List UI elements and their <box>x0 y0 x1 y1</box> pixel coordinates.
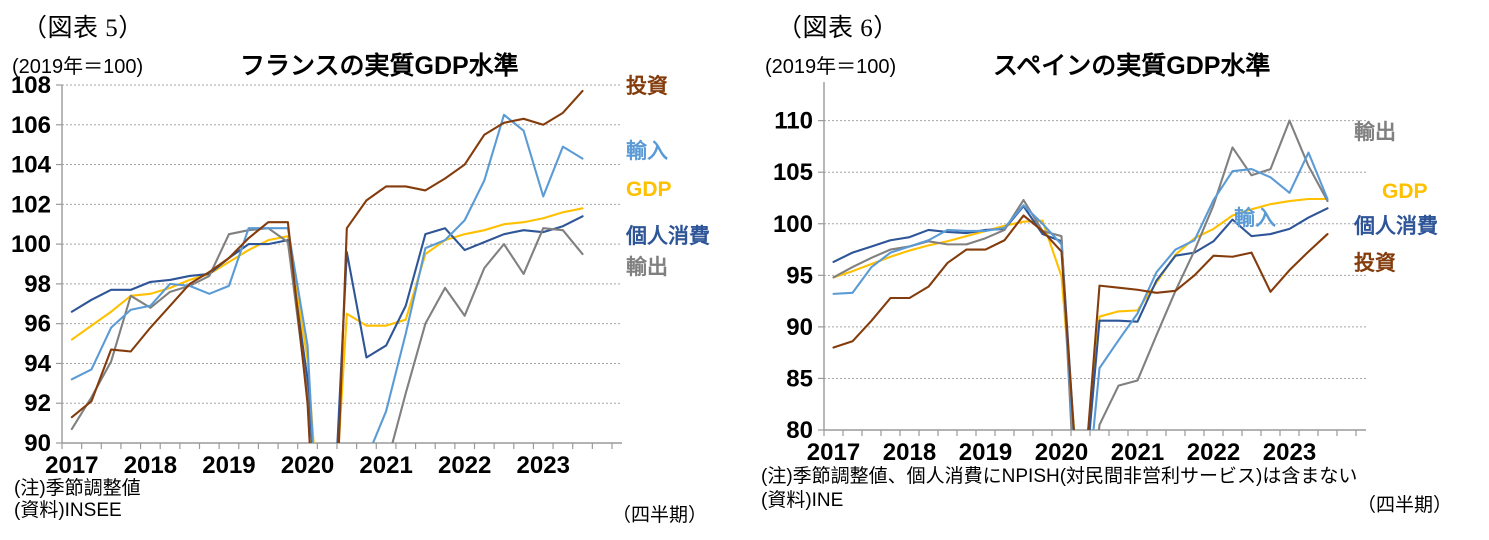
series-lines <box>70 89 584 443</box>
svg-text:2018: 2018 <box>124 452 177 479</box>
svg-text:95: 95 <box>786 262 813 289</box>
y-tick-labels: 90 92 94 96 98 100 102 104 106 108 <box>11 72 52 457</box>
svg-text:98: 98 <box>24 271 51 298</box>
svg-text:100: 100 <box>11 231 51 258</box>
svg-text:100: 100 <box>773 211 813 238</box>
footnote-left-line1: (注)季節調整値 <box>14 478 141 499</box>
figure-number-right: （図表 6） <box>777 15 899 42</box>
axes <box>818 82 1366 436</box>
svg-text:2023: 2023 <box>1263 439 1316 466</box>
y-axis-unit-note-left: (2019年＝100) <box>12 56 144 78</box>
chart-svg-france: 90 92 94 96 98 100 102 104 106 108 2017 2018 2019 202… <box>11 72 710 479</box>
series-label-exports: 輸出 <box>1354 120 1396 144</box>
svg-text:2022: 2022 <box>438 452 491 479</box>
svg-text:2020: 2020 <box>281 452 334 479</box>
series-label-investment: 投資 <box>626 74 668 98</box>
svg-text:105: 105 <box>773 159 813 186</box>
series-label-imports: 輸入 <box>626 139 668 163</box>
chart-panel-france: （図表 5） (2019年＝100) フランスの実質GDP水準 90 92 94 96… <box>0 0 744 540</box>
x-tick-labels: 2017 2018 2019 2020 2021 2022 2023 <box>807 439 1316 466</box>
series-label-gdp: GDP <box>626 178 672 201</box>
svg-text:92: 92 <box>24 390 51 417</box>
series-line-gdp <box>832 197 1329 430</box>
series-label-exports: 輸出 <box>626 255 668 279</box>
svg-text:104: 104 <box>11 152 52 179</box>
svg-text:96: 96 <box>24 311 51 338</box>
axes <box>56 84 622 449</box>
footnote-right-line1: (注)季節調整値、個人消費にNPISH(対民間非営利サービス)は含まない <box>761 466 1358 487</box>
series-label-imports: 輸入 <box>1234 206 1276 230</box>
svg-text:2021: 2021 <box>1111 439 1164 466</box>
series-line-imports <box>832 151 1329 430</box>
series-line-exports <box>70 227 584 443</box>
svg-text:2019: 2019 <box>959 439 1012 466</box>
svg-text:85: 85 <box>786 365 813 392</box>
svg-text:80: 80 <box>786 417 813 444</box>
y-tick-labels: 80 85 90 95 100 105 110 <box>773 108 813 444</box>
chart-svg-spain: 80 85 90 95 100 105 110 2017 2018 2019 2020 2021 202… <box>773 82 1438 466</box>
footnote-right-line2: (資料)INE <box>761 490 844 511</box>
svg-text:110: 110 <box>774 108 813 135</box>
series-line-investment <box>70 89 584 443</box>
svg-text:2020: 2020 <box>1035 439 1088 466</box>
svg-text:106: 106 <box>11 112 51 139</box>
series-label-gdp: GDP <box>1382 180 1428 203</box>
series-line-consumption <box>70 215 584 443</box>
footnote-left-line2: (資料)INSEE <box>14 500 122 521</box>
series-line-gdp <box>70 207 584 443</box>
series-line-investment <box>832 214 1329 430</box>
x-axis-unit-right: （四半期） <box>1357 495 1453 516</box>
svg-text:2023: 2023 <box>517 452 570 479</box>
series-label-consumption: 個人消費 <box>1353 214 1438 238</box>
svg-text:108: 108 <box>11 72 51 99</box>
svg-text:102: 102 <box>11 191 51 218</box>
svg-text:2017: 2017 <box>807 439 860 466</box>
y-axis-unit-note-right: (2019年＝100) <box>765 56 897 78</box>
figure-number-left: （図表 5） <box>22 15 144 42</box>
series-label-investment: 投資 <box>1354 251 1396 275</box>
svg-text:2019: 2019 <box>202 452 255 479</box>
x-axis-unit-left: （四半期） <box>612 505 708 526</box>
svg-text:2017: 2017 <box>45 452 98 479</box>
chart-title-right: スペインの実質GDP水準 <box>993 52 1271 80</box>
series-line-consumption <box>832 205 1329 430</box>
svg-text:90: 90 <box>24 430 51 457</box>
chart-title-left: フランスの実質GDP水準 <box>240 52 519 80</box>
series-lines <box>832 119 1329 430</box>
series-label-consumption: 個人消費 <box>625 224 710 248</box>
svg-text:90: 90 <box>786 314 813 341</box>
chart-panel-spain: （図表 6） (2019年＝100) スペインの実質GDP水準 80 85 90 95… <box>745 0 1489 540</box>
x-tick-labels: 2017 2018 2019 2020 2021 2022 2023 <box>45 452 570 479</box>
svg-text:2022: 2022 <box>1187 439 1240 466</box>
svg-text:2021: 2021 <box>359 452 412 479</box>
svg-text:2018: 2018 <box>883 439 936 466</box>
series-line-imports <box>70 113 584 443</box>
svg-text:94: 94 <box>24 350 51 377</box>
